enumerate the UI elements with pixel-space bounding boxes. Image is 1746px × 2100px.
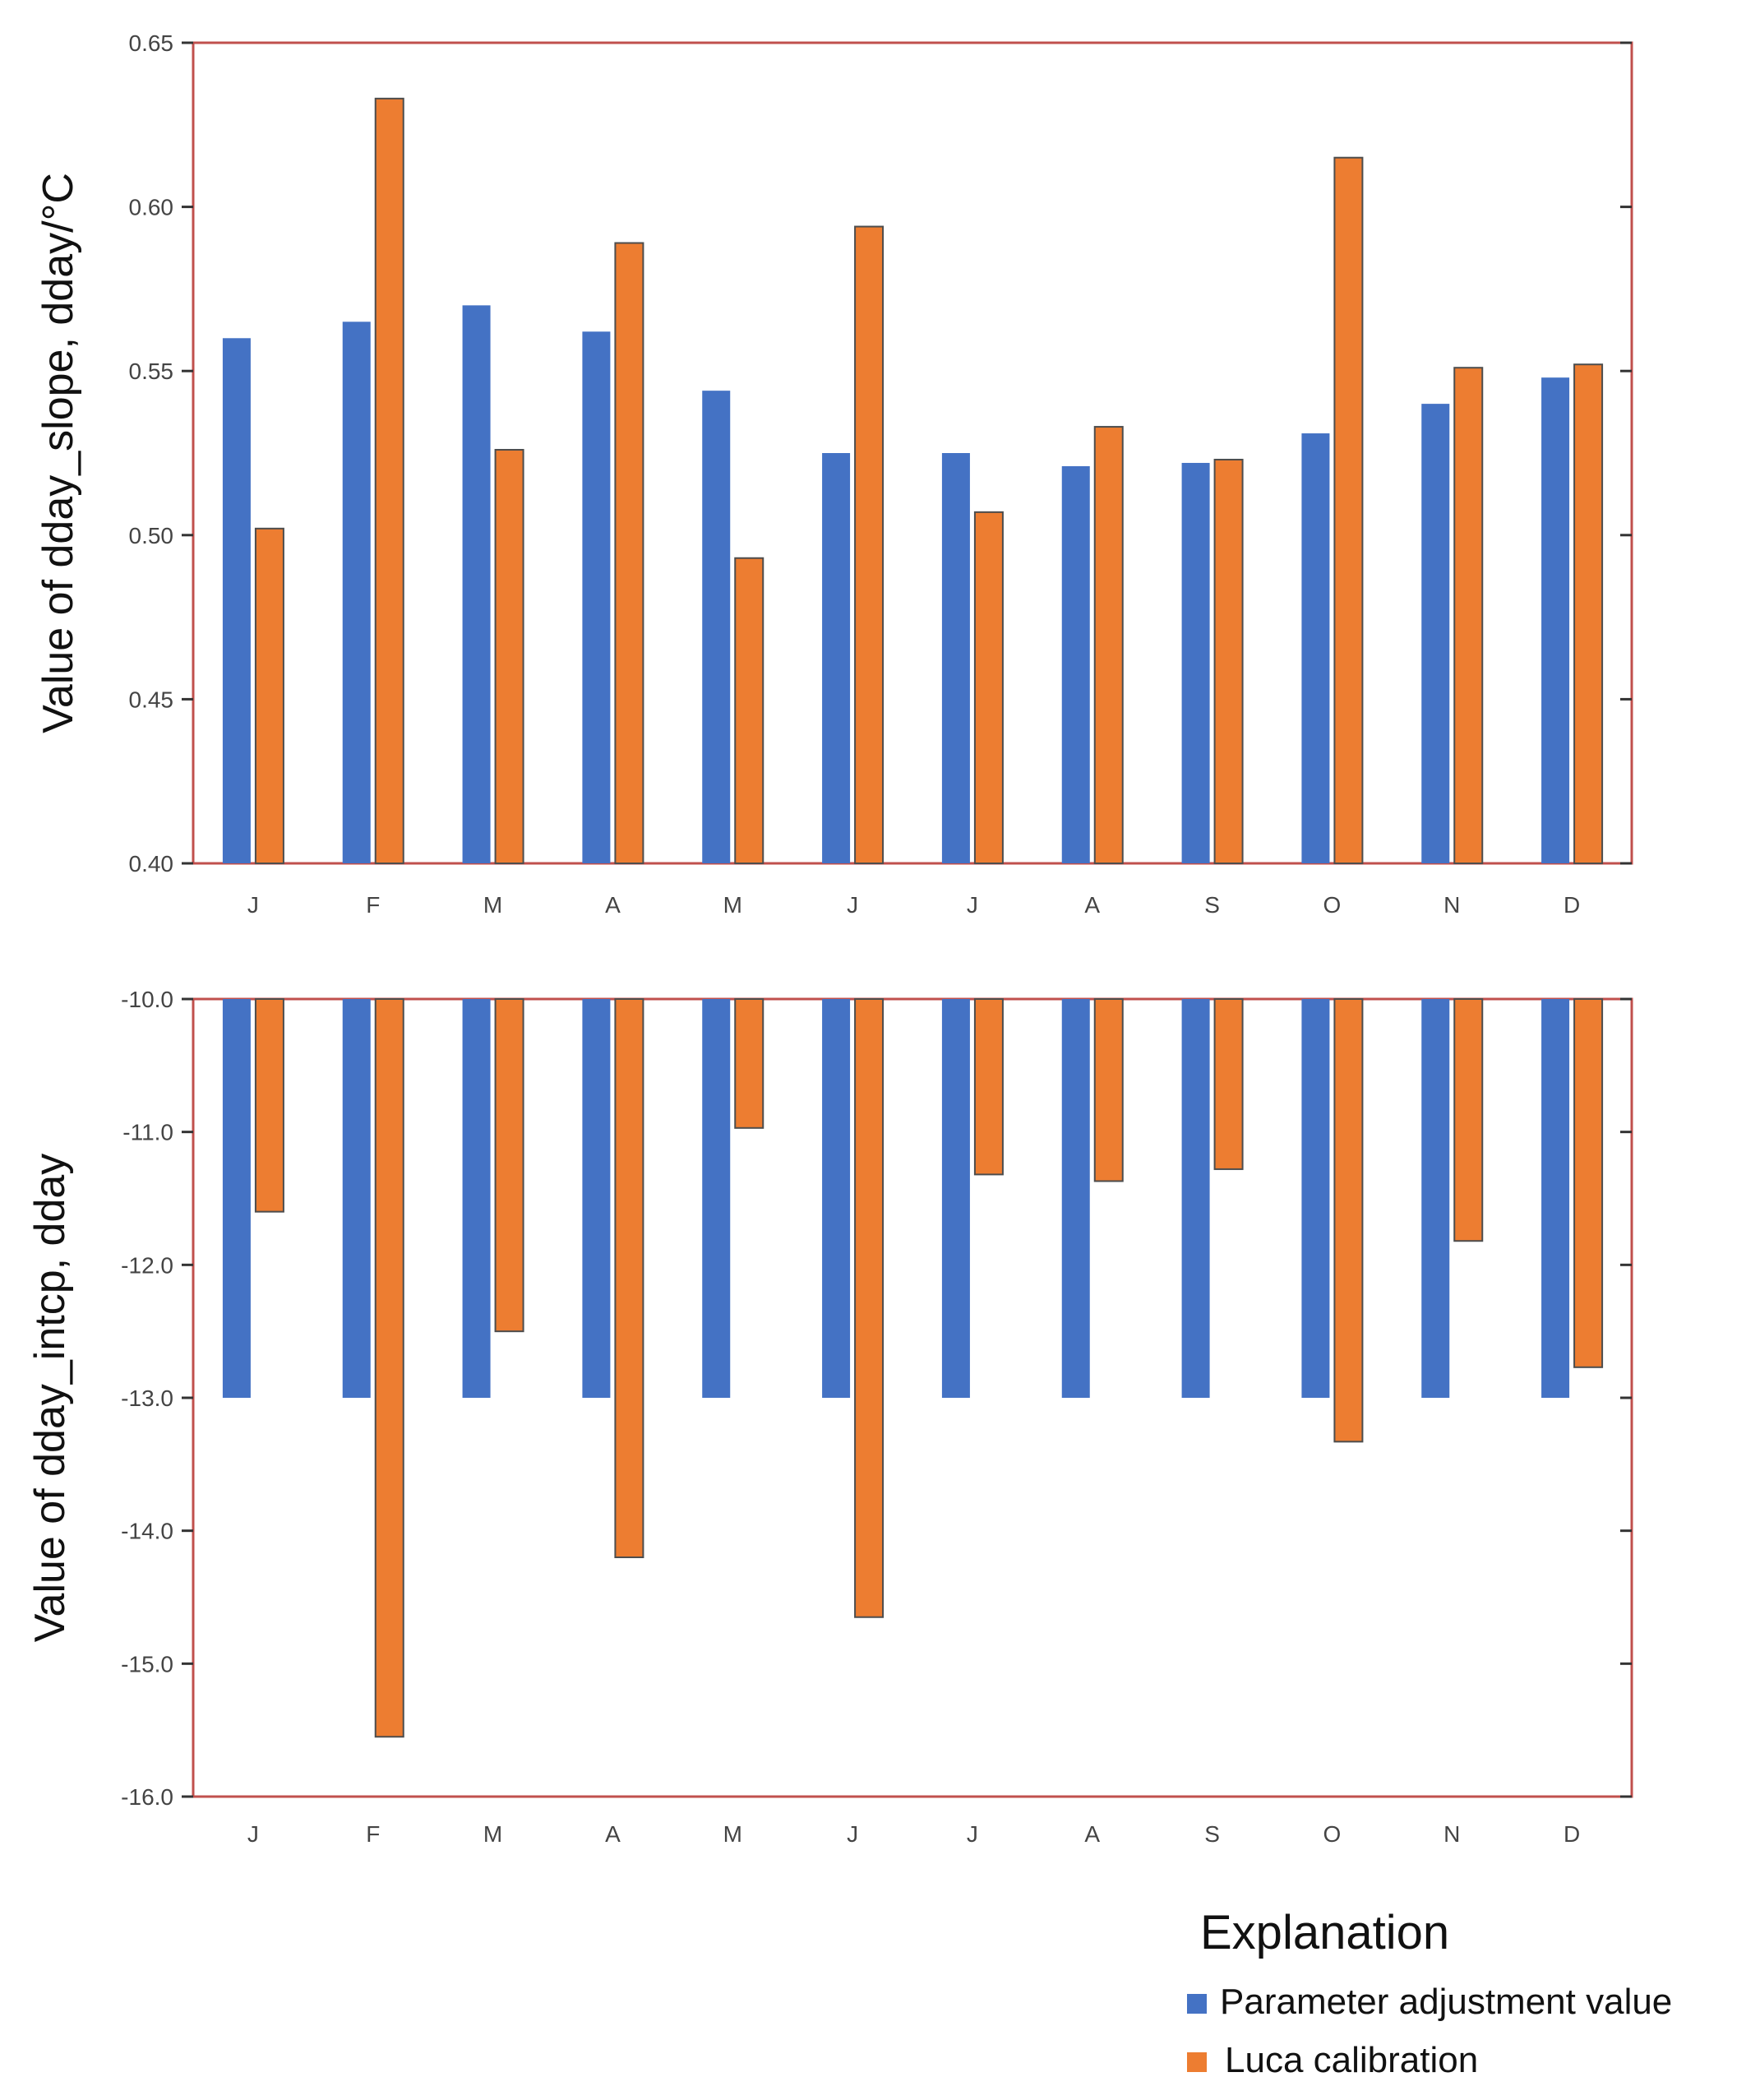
bar-luca <box>494 449 524 864</box>
bar-parameter <box>1421 999 1450 1398</box>
y-tick-label: -13.0 <box>121 1385 173 1411</box>
x-tick-label: N <box>1443 1821 1460 1847</box>
x-tick-label: S <box>1204 1821 1220 1847</box>
plot-frame <box>192 997 1633 1798</box>
bar-luca <box>1453 367 1484 864</box>
bar-luca <box>1093 426 1124 864</box>
bar-luca <box>1333 998 1364 1443</box>
bar-luca <box>1213 458 1244 864</box>
x-tick-label: M <box>483 1821 502 1847</box>
x-tick-label: D <box>1564 892 1580 918</box>
y-tick-label: -10.0 <box>121 987 173 1012</box>
bar-luca <box>614 242 644 864</box>
bar-parameter <box>1181 462 1210 863</box>
bar-luca <box>1333 156 1364 865</box>
y-tick-label: -12.0 <box>121 1252 173 1278</box>
bar-parameter <box>822 999 851 1398</box>
bar-luca <box>374 998 404 1738</box>
x-tick-label: A <box>605 1821 621 1847</box>
x-tick-label: J <box>247 1821 259 1847</box>
bar-luca <box>854 225 885 864</box>
bar-parameter <box>1061 465 1090 863</box>
y-tick-label: 0.40 <box>129 851 174 877</box>
y-tick-label: 0.55 <box>129 358 174 384</box>
x-tick-label: M <box>483 892 502 918</box>
x-tick-label: J <box>967 892 978 918</box>
x-tick-label: F <box>366 892 380 918</box>
x-tick-label: J <box>847 1821 858 1847</box>
bar-parameter <box>1301 999 1330 1398</box>
x-tick-label: D <box>1564 1821 1580 1847</box>
bar-luca <box>1573 363 1604 864</box>
x-tick-label: J <box>967 1821 978 1847</box>
x-tick-label: F <box>366 1821 380 1847</box>
bar-luca <box>734 557 764 865</box>
bar-luca <box>1573 998 1604 1368</box>
y-tick-label: 0.50 <box>129 523 174 548</box>
x-tick-label: M <box>723 892 742 918</box>
x-tick-label: A <box>1084 892 1100 918</box>
bar-parameter <box>1421 404 1450 863</box>
plot-frame <box>192 41 1633 865</box>
bar-parameter <box>702 999 731 1398</box>
bar-luca <box>854 998 885 1618</box>
bar-luca <box>734 998 764 1129</box>
bar-luca <box>254 527 284 864</box>
x-tick-label: J <box>247 892 259 918</box>
bar-parameter <box>822 453 851 863</box>
bar-luca <box>973 511 1004 865</box>
x-tick-label: M <box>723 1821 742 1847</box>
bar-parameter <box>1541 377 1570 864</box>
y-tick-label: -11.0 <box>122 1120 173 1145</box>
legend-label-parameter: Parameter adjustment value <box>1220 1982 1672 2022</box>
bar-luca <box>614 998 644 1558</box>
bar-parameter <box>941 453 970 863</box>
legend-swatch-parameter <box>1187 1994 1207 2014</box>
slope-chart: 0.40 0.45 0.50 0.55 0.60 0.65 J F M A M J J A S O N D Valu… <box>35 30 1633 918</box>
bar-parameter <box>1061 999 1090 1398</box>
y-tick-label: 0.45 <box>129 687 174 712</box>
y-tick-label: -15.0 <box>121 1651 173 1677</box>
x-tick-label: S <box>1204 892 1220 918</box>
bar-luca <box>374 97 404 864</box>
x-tick-label: O <box>1323 1821 1342 1847</box>
bar-luca <box>254 998 284 1213</box>
legend: Explanation Parameter adjustment value L… <box>1187 1906 1672 2080</box>
y-tick-label: -14.0 <box>121 1519 173 1544</box>
bar-luca <box>1453 998 1484 1242</box>
y-axis-label: Value of dday_intcp, dday <box>26 1154 74 1643</box>
bar-parameter <box>462 999 491 1398</box>
bar-luca <box>1093 998 1124 1182</box>
legend-swatch-luca <box>1187 2052 1207 2072</box>
x-tick-label: A <box>605 892 621 918</box>
legend-title: Explanation <box>1200 1906 1449 1959</box>
y-tick-label: 0.60 <box>129 195 174 220</box>
bar-parameter <box>342 999 371 1398</box>
legend-label-luca: Luca calibration <box>1225 2040 1478 2080</box>
bar-luca <box>973 998 1004 1176</box>
x-tick-label: O <box>1323 892 1342 918</box>
bar-parameter <box>342 321 371 863</box>
bar-parameter <box>1301 433 1330 863</box>
bar-parameter <box>941 999 970 1398</box>
bar-parameter <box>702 391 731 864</box>
bar-luca <box>494 998 524 1333</box>
y-tick-label: -16.0 <box>121 1784 173 1810</box>
bar-parameter <box>1181 999 1210 1398</box>
intercept-chart: -10.0 -11.0 -12.0 -13.0 -14.0 -15.0 -16.0 J F M A M… <box>26 987 1633 1847</box>
bar-parameter <box>1541 999 1570 1398</box>
bar-parameter <box>582 999 611 1398</box>
x-tick-label: A <box>1084 1821 1100 1847</box>
bar-parameter <box>462 305 491 863</box>
bar-parameter <box>222 999 251 1398</box>
x-tick-label: J <box>847 892 858 918</box>
bar-parameter <box>222 338 251 863</box>
y-tick-label: 0.65 <box>129 30 174 56</box>
y-axis-label: Value of dday_slope, dday/°C <box>35 173 82 733</box>
bar-luca <box>1213 998 1244 1170</box>
x-tick-label: N <box>1443 892 1460 918</box>
bar-parameter <box>582 331 611 863</box>
